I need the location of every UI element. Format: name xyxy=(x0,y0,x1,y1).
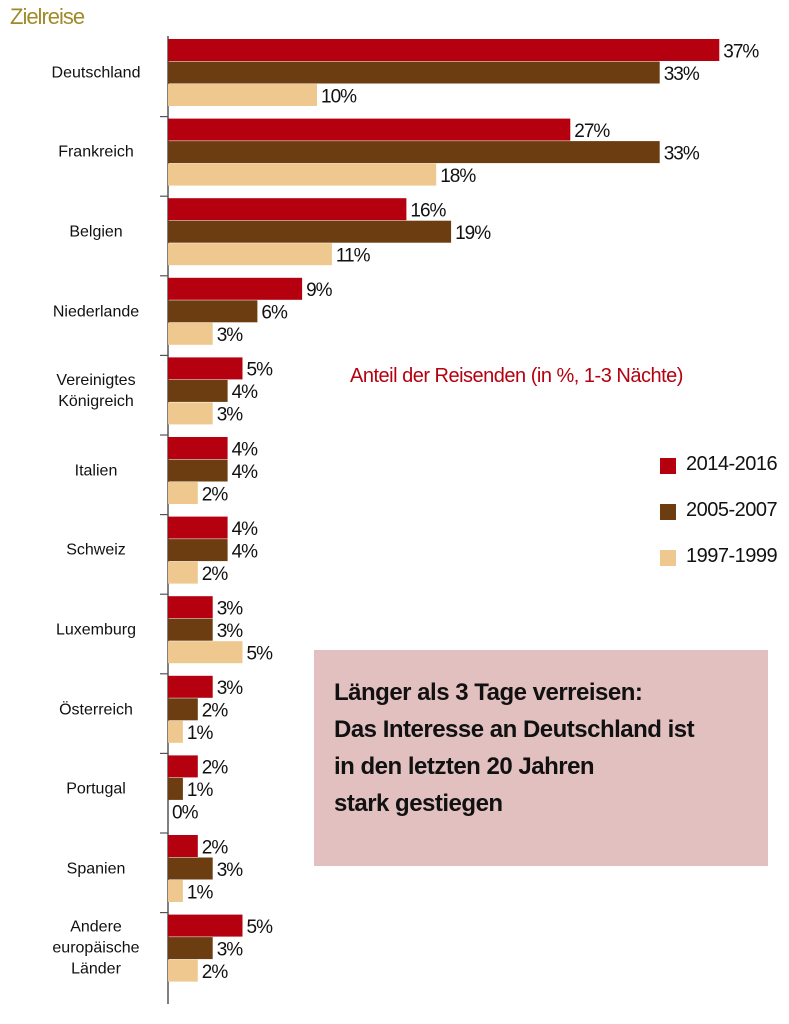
value-label: 3% xyxy=(217,598,244,619)
bar xyxy=(168,755,198,778)
bar xyxy=(168,641,243,664)
value-label: 3% xyxy=(217,325,244,346)
annotation-line: stark gestiegen xyxy=(334,790,503,817)
value-label: 10% xyxy=(321,86,357,107)
bar xyxy=(168,596,213,619)
annotation-box: Länger als 3 Tage verreisen: Das Interess… xyxy=(314,650,768,866)
value-label: 3% xyxy=(217,939,244,960)
value-label: 3% xyxy=(217,860,244,881)
bar xyxy=(168,198,407,221)
bar xyxy=(168,561,198,584)
value-label: 3% xyxy=(217,405,244,426)
bar xyxy=(168,835,198,857)
category-label: Schweiz xyxy=(66,541,126,559)
category-label: Niederlande xyxy=(52,303,140,321)
bar xyxy=(168,539,228,562)
category-label: Deutschland xyxy=(51,64,141,82)
category-label: Belgien xyxy=(69,223,123,241)
value-label: 1% xyxy=(187,882,214,903)
bar xyxy=(168,516,228,539)
category-label: Luxemburg xyxy=(55,621,137,639)
category-label: Portugal xyxy=(66,780,126,798)
legend-swatch xyxy=(660,504,676,520)
chart-title: Zielreise xyxy=(10,4,85,29)
bar xyxy=(168,141,660,164)
bar xyxy=(168,914,243,937)
annotation-line: Das Interesse an Deutschland ist xyxy=(334,716,695,743)
bar xyxy=(168,880,183,902)
bar xyxy=(168,220,452,243)
value-label: 2% xyxy=(202,701,229,722)
value-label: 11% xyxy=(336,245,371,266)
value-label: 2% xyxy=(202,837,229,858)
legend-label: 2014-2016 xyxy=(686,453,778,475)
value-label: 4% xyxy=(232,519,259,540)
value-label: 6% xyxy=(261,303,288,324)
value-label: 19% xyxy=(455,223,491,244)
bar xyxy=(168,459,228,482)
value-label: 2% xyxy=(202,564,229,585)
value-label: 2% xyxy=(202,962,229,983)
bar xyxy=(168,243,332,266)
value-label: 16% xyxy=(410,200,446,221)
value-label: 1% xyxy=(187,780,214,801)
category-label: Italien xyxy=(74,462,118,480)
bar xyxy=(168,61,660,84)
category-label: Vereinigtes Königreich xyxy=(56,372,136,411)
bar xyxy=(168,698,198,721)
legend-label: 2005-2007 xyxy=(686,499,778,521)
value-label: 1% xyxy=(187,723,214,744)
value-label: 37% xyxy=(723,41,759,62)
bar xyxy=(168,720,183,743)
value-label: 3% xyxy=(217,621,244,642)
bar xyxy=(168,437,228,459)
bar xyxy=(168,777,183,800)
bar xyxy=(168,857,213,880)
value-label: 4% xyxy=(232,382,259,403)
value-label: 5% xyxy=(247,643,274,664)
value-label: 27% xyxy=(574,121,610,142)
bar xyxy=(168,675,213,698)
bar xyxy=(168,163,437,186)
bar xyxy=(168,39,720,61)
bar xyxy=(168,357,243,380)
value-label: 33% xyxy=(664,64,700,85)
value-label: 2% xyxy=(202,484,229,505)
value-label: 33% xyxy=(664,143,700,164)
legend-swatch xyxy=(660,550,676,566)
bar xyxy=(168,300,258,323)
value-label: 9% xyxy=(306,280,333,301)
value-label: 0% xyxy=(172,803,199,824)
value-label: 4% xyxy=(232,462,259,483)
legend-label: 1997-1999 xyxy=(686,545,778,567)
annotation-line: in den letzten 20 Jahren xyxy=(334,753,595,780)
value-label: 18% xyxy=(440,166,476,187)
bar xyxy=(168,84,317,106)
value-label: 4% xyxy=(232,541,259,562)
bar xyxy=(168,379,228,402)
legend-swatch xyxy=(660,458,676,474)
bar xyxy=(168,322,213,345)
category-label: Spanien xyxy=(66,860,126,878)
value-label: 2% xyxy=(202,758,229,779)
bar xyxy=(168,959,198,982)
bar xyxy=(168,118,571,141)
category-label: Österreich xyxy=(59,701,133,719)
bar xyxy=(168,402,213,425)
bar xyxy=(168,937,213,960)
value-label: 5% xyxy=(247,917,274,938)
bar xyxy=(168,277,303,300)
value-label: 3% xyxy=(217,678,244,699)
bar xyxy=(168,618,213,641)
annotation-line: Länger als 3 Tage verreisen: xyxy=(334,679,643,706)
category-label: Frankreich xyxy=(58,143,134,161)
category-label: Andere europäische Länder xyxy=(52,918,140,978)
bar xyxy=(168,482,198,504)
value-label: 5% xyxy=(247,360,274,381)
value-label: 4% xyxy=(232,439,259,460)
chart-subtitle: Anteil der Reisenden (in %, 1-3 Nächte) xyxy=(350,365,683,387)
